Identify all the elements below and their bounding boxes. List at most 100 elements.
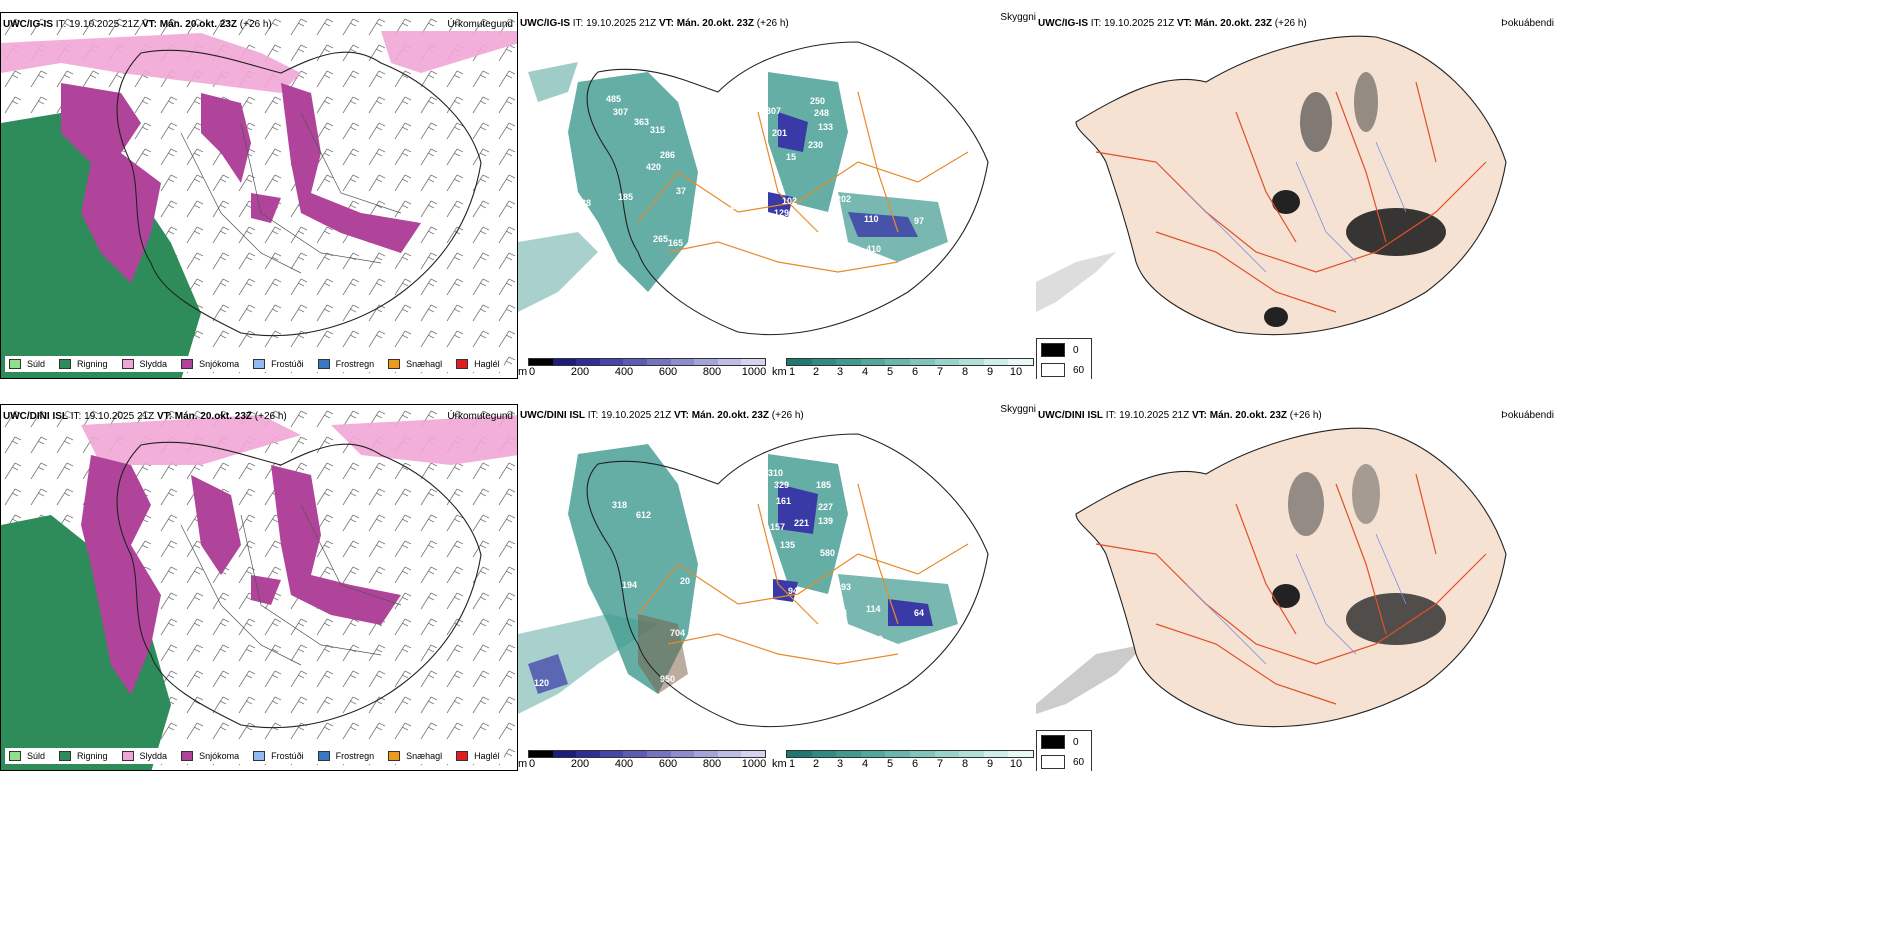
svg-text:330: 330 — [888, 496, 903, 506]
legend-item: Súld — [9, 359, 45, 369]
panel-title: Þokuábendi — [1501, 18, 1554, 29]
fog-map-bottom — [1036, 427, 1507, 728]
svg-text:77: 77 — [698, 222, 708, 232]
legend-item: Súld — [9, 751, 45, 761]
model-name: UWC/IG-IS — [3, 19, 53, 30]
svg-text:236: 236 — [574, 592, 589, 602]
svg-text:135: 135 — [780, 540, 795, 550]
visibility-map-bottom: 318 612 236 194 20 704 950 120 310 329 185 161 15… — [518, 433, 989, 728]
precip-panel-top: UWC/IG-IS IT: 19.10.2025 21Z VT: Mán. 20… — [0, 12, 518, 379]
svg-text:166: 166 — [828, 218, 843, 228]
svg-text:114: 114 — [866, 604, 881, 614]
svg-text:133: 133 — [818, 122, 833, 132]
legend-item: Rigning — [59, 751, 108, 761]
vt-value: Mán. 20.okt. 23Z — [159, 19, 237, 30]
svg-text:157: 157 — [770, 522, 785, 532]
precip-panel-bottom: UWC/DINI ISL IT: 19.10.2025 21Z VT: Mán.… — [0, 404, 518, 771]
legend-item: Snjókoma — [181, 359, 239, 369]
svg-text:580: 580 — [820, 548, 835, 558]
svg-text:329: 329 — [774, 480, 789, 490]
legend-item: Frostregn — [317, 359, 374, 369]
fog-map-top — [1036, 35, 1507, 336]
fog-panel-bottom: UWC/DINI ISL IT: 19.10.2025 21Z VT: Mán.… — [1036, 404, 1554, 771]
svg-text:137: 137 — [858, 568, 873, 578]
svg-text:174: 174 — [832, 608, 847, 618]
svg-text:320: 320 — [868, 634, 883, 644]
panel-title: Úrkomutegund — [447, 411, 513, 422]
svg-text:230: 230 — [808, 140, 823, 150]
svg-text:41: 41 — [896, 108, 906, 118]
legend-item: Frostregn — [317, 751, 374, 761]
lead-time: (+26 h) — [239, 19, 272, 30]
panel-title: Skyggni — [1000, 12, 1036, 23]
precip-legend: Súld Rigning Slydda Snjókoma Frostúði Fr… — [5, 748, 504, 764]
panel-header: UWC/DINI ISL IT: 19.10.2025 21Z VT: Mán.… — [1038, 410, 1322, 421]
it-value: 19.10.2025 21Z — [69, 19, 140, 30]
visibility-colorbar: km 1 2 3 4 5 6 7 8 9 10 — [772, 358, 1036, 378]
svg-text:201: 201 — [772, 128, 787, 138]
svg-text:139: 139 — [818, 516, 833, 526]
ceiling-colorbar: m 0 200 400 600 800 1000 — [518, 358, 770, 378]
svg-text:102: 102 — [782, 196, 797, 206]
svg-text:307: 307 — [766, 106, 781, 116]
legend-item: Rigning — [59, 359, 108, 369]
panel-title: Skyggni — [1000, 404, 1036, 415]
svg-text:194: 194 — [622, 580, 637, 590]
legend-item: Snæhagl — [388, 359, 442, 369]
svg-text:129: 129 — [774, 208, 789, 218]
fog-panel-top: UWC/IG-IS IT: 19.10.2025 21Z VT: Mán. 20… — [1036, 12, 1554, 379]
panel-header: UWC/IG-IS IT: 19.10.2025 21Z VT: Mán. 20… — [1038, 18, 1307, 29]
ceiling-colorbar: m 0 200 400 600 800 1000 — [518, 750, 770, 770]
panel-title: Úrkomutegund — [447, 19, 513, 30]
it-label: IT: — [55, 19, 67, 30]
svg-text:410: 410 — [866, 244, 881, 254]
legend-item: Haglél — [456, 751, 500, 761]
vt-label: VT: — [141, 19, 157, 30]
svg-text:20: 20 — [680, 576, 690, 586]
svg-text:420: 420 — [646, 162, 661, 172]
svg-text:64: 64 — [914, 608, 924, 618]
visibility-panel-bottom: 318 612 236 194 20 704 950 120 310 329 185 161 15… — [518, 404, 1036, 771]
svg-text:307: 307 — [613, 107, 628, 117]
legend-item: Haglél — [456, 359, 500, 369]
svg-text:227: 227 — [866, 662, 881, 672]
svg-text:138: 138 — [576, 198, 591, 208]
svg-text:110: 110 — [864, 214, 879, 224]
svg-text:286: 286 — [660, 150, 675, 160]
svg-text:221: 221 — [794, 518, 809, 528]
visibility-colorbar: km 1 2 3 4 5 6 7 8 9 10 — [772, 750, 1036, 770]
svg-text:120: 120 — [534, 678, 549, 688]
svg-text:15: 15 — [786, 152, 796, 162]
svg-text:193: 193 — [836, 582, 851, 592]
svg-text:250: 250 — [810, 96, 825, 106]
svg-text:265: 265 — [653, 234, 668, 244]
svg-text:165: 165 — [668, 238, 683, 248]
svg-text:485: 485 — [606, 94, 621, 104]
svg-text:160: 160 — [864, 274, 879, 284]
legend-item: Snæhagl — [388, 751, 442, 761]
fog-legend: 0 60 — [1036, 338, 1092, 379]
legend-item: Snjókoma — [181, 751, 239, 761]
visibility-panel-top: 485 307 363 315 286 420 37 185 138 23 77 265 165 3… — [518, 12, 1036, 379]
svg-text:318: 318 — [612, 500, 627, 510]
precip-legend: Súld Rigning Slydda Snjókoma Frostúði Fr… — [5, 356, 504, 372]
svg-text:310: 310 — [768, 468, 783, 478]
precip-map-top — [1, 13, 517, 378]
svg-text:23: 23 — [730, 201, 740, 211]
svg-text:315: 315 — [650, 125, 665, 135]
svg-text:227: 227 — [818, 502, 833, 512]
svg-text:97: 97 — [914, 216, 924, 226]
legend-item: Slydda — [121, 359, 167, 369]
fog-legend: 0 60 — [1036, 730, 1092, 771]
panel-header: UWC/IG-IS IT: 19.10.2025 21Z VT: Mán. 20… — [3, 19, 272, 30]
svg-text:37: 37 — [676, 186, 686, 196]
svg-text:185: 185 — [618, 192, 633, 202]
svg-text:363: 363 — [634, 117, 649, 127]
panel-header: UWC/DINI ISL IT: 19.10.2025 21Z VT: Mán.… — [520, 410, 804, 421]
svg-text:950: 950 — [660, 674, 675, 684]
svg-text:248: 248 — [814, 108, 829, 118]
panel-title: Þokuábendi — [1501, 410, 1554, 421]
svg-text:704: 704 — [670, 628, 685, 638]
svg-text:10: 10 — [762, 311, 772, 321]
